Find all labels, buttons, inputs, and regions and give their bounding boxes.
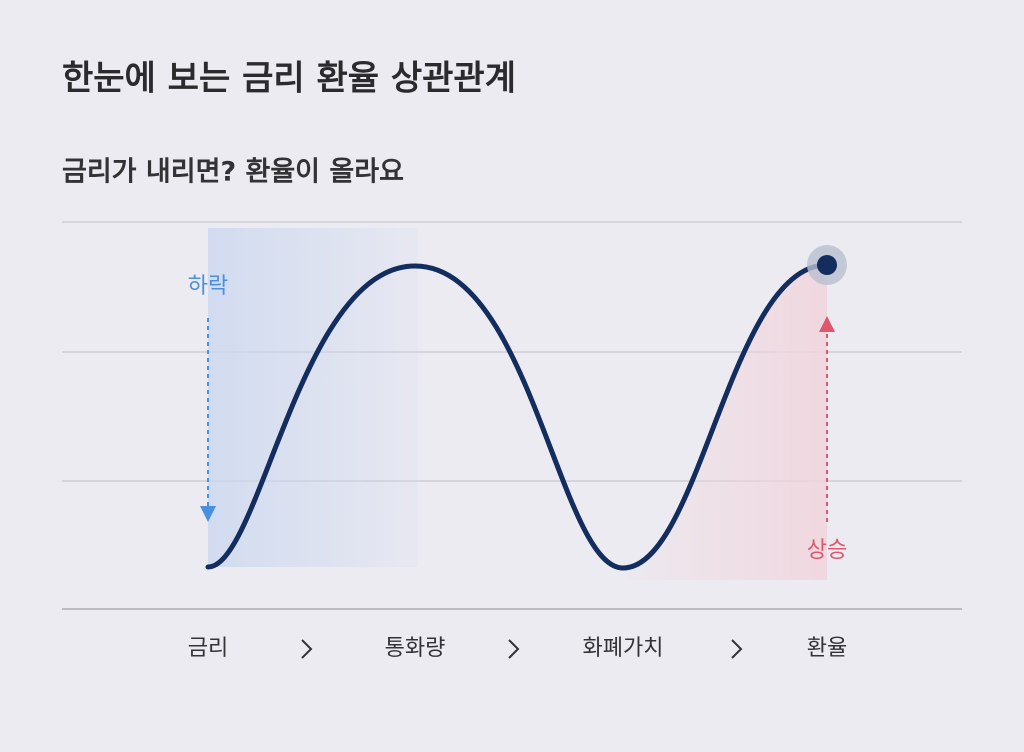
step-label: 통화량 bbox=[385, 636, 446, 661]
step-label: 화폐가치 bbox=[583, 636, 664, 661]
chevron bbox=[301, 639, 313, 659]
fall-area bbox=[208, 228, 418, 567]
down-label: 하락 bbox=[188, 274, 228, 299]
end-dot bbox=[817, 255, 837, 275]
title: 한눈에 보는 금리 환율 상관관계 bbox=[62, 59, 516, 99]
wave-curve bbox=[205, 262, 830, 571]
rise-area bbox=[627, 265, 827, 580]
chevron bbox=[508, 639, 520, 659]
step-label: 환율 bbox=[807, 636, 847, 661]
step-label: 금리 bbox=[188, 636, 228, 661]
up-label: 상승 bbox=[807, 538, 847, 563]
subtitle: 금리가 내리면? 환율이 올라요 bbox=[62, 157, 404, 188]
chevron bbox=[731, 639, 743, 659]
